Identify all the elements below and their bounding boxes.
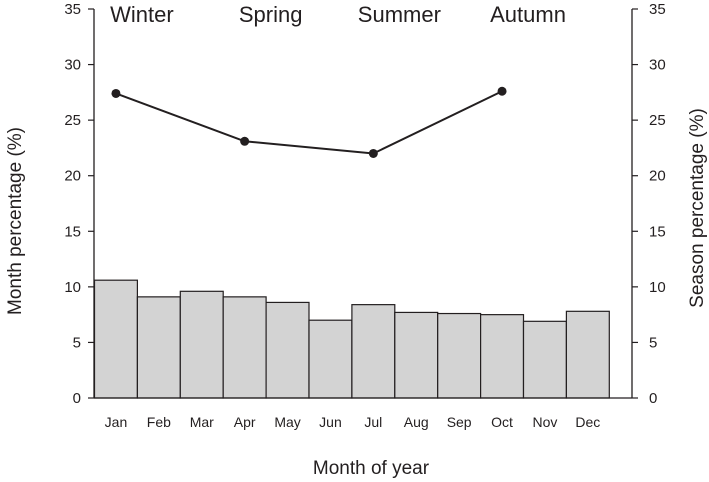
right-y-tick-label: 0 <box>649 390 657 407</box>
x-tick-label-sep: Sep <box>447 414 472 430</box>
right-y-tick-label: 35 <box>649 1 666 18</box>
bar-jun <box>308 319 353 399</box>
x-tick-label-may: May <box>274 414 300 430</box>
bar-sep <box>437 312 482 399</box>
right-y-tick-label: 15 <box>649 223 666 240</box>
x-tick-label-nov: Nov <box>532 414 557 430</box>
right-y-tick-label: 10 <box>649 279 666 296</box>
bars-group <box>93 279 632 399</box>
season-point-winter <box>111 88 121 98</box>
season-point-autumn <box>497 86 507 96</box>
bar-jul <box>351 304 396 399</box>
left-y-axis-title: Month percentage (%) <box>5 127 26 315</box>
season-label-autumn: Autumn <box>490 2 566 27</box>
season-label-winter: Winter <box>110 2 174 27</box>
right-y-axis-title: Season percentage (%) <box>687 108 708 308</box>
season-label-summer: Summer <box>358 2 441 27</box>
left-y-tick-label: 5 <box>73 334 81 351</box>
bar-may <box>265 301 310 399</box>
left-y-tick-label: 25 <box>64 112 81 129</box>
bar-nov <box>522 320 568 399</box>
x-tick-label-jan: Jan <box>105 414 128 430</box>
season-percentage-line <box>115 90 503 155</box>
bar-feb <box>136 296 181 399</box>
right-axis-group: 0 5 10 15 20 25 30 35 <box>631 1 666 407</box>
x-tick-label-feb: Feb <box>147 414 171 430</box>
x-tick-label-apr: Apr <box>234 414 256 430</box>
right-y-tick-label: 30 <box>649 57 666 74</box>
bar-apr <box>222 296 267 399</box>
x-tick-label-mar: Mar <box>190 414 214 430</box>
bar-oct <box>480 314 525 399</box>
left-y-tick-label: 10 <box>64 279 81 296</box>
season-point-spring <box>240 136 250 146</box>
x-tick-label-oct: Oct <box>491 414 513 430</box>
left-y-tick-label: 15 <box>64 223 81 240</box>
bar-aug <box>394 311 439 399</box>
left-y-tick-label: 30 <box>64 57 81 74</box>
x-tick-label-jul: Jul <box>364 414 382 430</box>
right-y-tick-label: 5 <box>649 334 657 351</box>
season-label-spring: Spring <box>239 2 303 27</box>
season-labels-group: Winter Spring Summer Autumn <box>110 2 566 27</box>
x-tick-label-jun: Jun <box>319 414 342 430</box>
x-axis-title: Month of year <box>313 458 430 479</box>
left-y-tick-label: 35 <box>64 1 81 18</box>
bar-mar <box>179 290 224 399</box>
x-tick-label-aug: Aug <box>404 414 429 430</box>
left-axis-group: 0 5 10 15 20 25 30 35 <box>64 1 95 407</box>
line-group <box>111 86 507 158</box>
x-axis-labels-group: Jan Feb Mar Apr May Jun Jul Aug Sep Oct Nov Dec <box>105 414 601 430</box>
right-y-tick-label: 20 <box>649 168 666 185</box>
left-y-tick-label: 0 <box>73 390 81 407</box>
season-point-summer <box>368 148 378 158</box>
left-y-tick-label: 20 <box>64 168 81 185</box>
right-y-tick-label: 25 <box>649 112 666 129</box>
bar-jan <box>93 279 139 399</box>
x-tick-label-dec: Dec <box>575 414 600 430</box>
bar-dec <box>565 310 610 399</box>
